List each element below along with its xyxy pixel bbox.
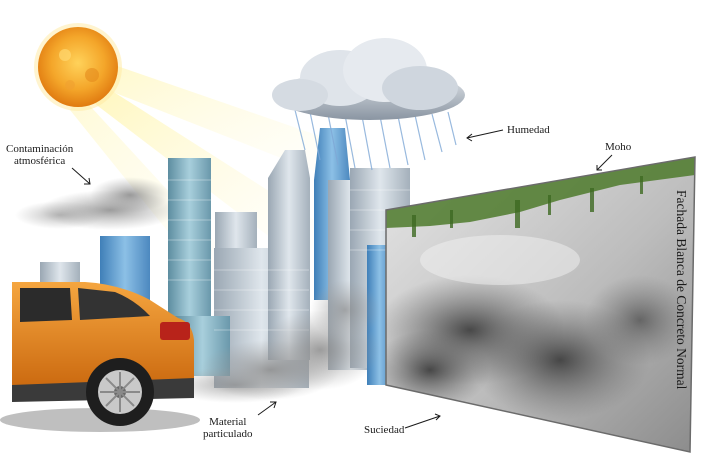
label-moho: Moho [605,141,632,153]
label-suciedad: Suciedad [364,424,405,436]
concrete-wall-panel [385,156,696,453]
car-icon [0,282,200,432]
arrow-material [257,401,277,416]
label-contaminacion-line2: atmosférica [13,155,66,167]
rain-cloud-icon [272,38,465,171]
label-fachada-blanca: Fachada Blanca de Concreto Normal [674,190,689,390]
arrow-humedad [466,129,504,139]
label-material-particulado: Material particulado [203,416,252,440]
label-material-line1: Material [209,416,247,428]
arrow-moho [596,154,613,171]
annotation-arrows [71,129,613,429]
label-contaminacion-line1: Contaminación [6,143,74,155]
particulate-smoke [165,280,380,403]
arrow-suciedad [404,415,441,429]
arrow-contaminacion [71,167,91,185]
sun-icon [34,23,122,111]
label-contaminacion-atmosferica: Contaminación atmosférica [6,143,73,167]
label-material-line2: particulado [203,428,253,440]
label-humedad: Humedad [507,124,550,136]
pollution-smoke [15,177,180,230]
